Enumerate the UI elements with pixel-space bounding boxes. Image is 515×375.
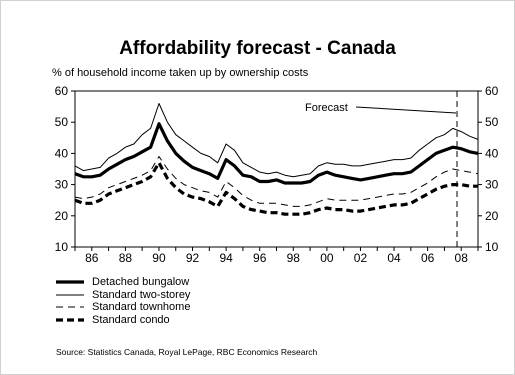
y-tick-label-right: 10 xyxy=(485,240,499,254)
forecast-label: Forecast xyxy=(305,102,348,114)
source-note: Source: Statistics Canada, Royal LePage,… xyxy=(56,347,318,357)
series-line-detached-bungalow xyxy=(74,122,479,185)
legend-label: Standard two-storey xyxy=(92,288,191,301)
x-tick-label: 96 xyxy=(253,251,267,265)
y-tick-label-right: 30 xyxy=(485,178,499,192)
legend-item-standard-townhome: Standard townhome xyxy=(56,301,190,314)
legend: Detached bungalow Standard two-storey St… xyxy=(56,276,190,326)
y-tick-label-left: 10 xyxy=(55,240,69,254)
legend-swatch-thick-dashed xyxy=(56,318,84,322)
y-tick-label-right: 40 xyxy=(485,146,499,160)
axes: 10 10 20 20 30 30 40 40 50 50 60 60 86 88 90 92 94 96 98 00… xyxy=(55,84,499,265)
y-tick-label-left: 40 xyxy=(55,146,69,160)
y-tick-label-right: 20 xyxy=(485,209,499,223)
chart-subtitle: % of household income taken up by owners… xyxy=(52,67,309,79)
x-tick-label: 92 xyxy=(186,251,200,265)
x-tick-label: 08 xyxy=(455,251,469,265)
legend-swatch-thick-solid xyxy=(56,280,84,284)
annotation-group: Forecast xyxy=(305,91,458,247)
x-tick-label: 88 xyxy=(119,251,133,265)
series-line-standard-two-storey xyxy=(74,103,479,178)
legend-swatch-thin-solid xyxy=(56,294,84,296)
forecast-pointer xyxy=(355,106,457,114)
series-group xyxy=(74,103,479,216)
x-tick-label: 86 xyxy=(85,251,99,265)
y-tick-label-right: 60 xyxy=(485,84,499,98)
legend-label: Standard townhome xyxy=(92,301,191,314)
x-tick-label: 00 xyxy=(320,251,334,265)
y-tick-label-left: 20 xyxy=(55,209,69,223)
y-tick-label-left: 60 xyxy=(55,84,69,98)
legend-item-standard-condo: Standard condo xyxy=(56,314,190,327)
legend-label: Detached bungalow xyxy=(92,276,190,289)
x-tick-label: 06 xyxy=(421,251,435,265)
legend-label: Standard condo xyxy=(92,313,170,326)
y-tick-label-left: 30 xyxy=(55,178,69,192)
chart-title: Affordability forecast - Canada xyxy=(119,38,396,59)
x-tick-label: 04 xyxy=(387,251,401,265)
x-tick-label: 98 xyxy=(287,251,301,265)
x-tick-label: 90 xyxy=(152,251,166,265)
y-tick-label-left: 50 xyxy=(55,115,69,129)
legend-item-detached-bungalow: Detached bungalow xyxy=(56,276,190,289)
x-tick-label: 02 xyxy=(354,251,368,265)
y-tick-label-right: 50 xyxy=(485,115,499,129)
series-line-standard-townhome xyxy=(74,156,479,207)
series-line-standard-condo xyxy=(74,161,478,216)
x-tick-label: 94 xyxy=(219,251,233,265)
legend-swatch-thin-dashed xyxy=(56,306,84,308)
legend-item-standard-two-storey: Standard two-storey xyxy=(56,289,190,302)
